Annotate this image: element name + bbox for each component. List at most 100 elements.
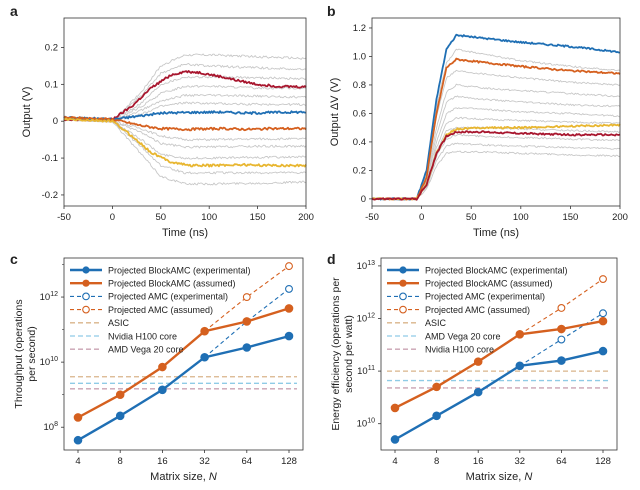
legend-entry: Nvidia H100 core [387, 345, 494, 355]
filled-marker [284, 331, 294, 341]
filled-marker [284, 304, 294, 313]
blue-trace [371, 33, 621, 201]
open-marker [242, 293, 251, 302]
panel-letter: a [10, 3, 18, 19]
x-tick-label: 50 [466, 212, 477, 223]
filled-marker [242, 317, 252, 326]
legend-label: ASIC [425, 318, 447, 328]
open-marker [557, 335, 566, 344]
y-tick-label: 1.2 [353, 23, 366, 34]
y-tick-label: 0.1 [45, 79, 58, 90]
filled-marker [390, 435, 400, 444]
y-tick-label: 0.6 [353, 108, 366, 119]
y-tick-label: 1012 [40, 291, 58, 303]
orange-solid-series [394, 319, 604, 409]
legend-entry: Projected BlockAMC (experimental) [70, 265, 251, 275]
legend-label: Projected AMC (assumed) [425, 305, 530, 315]
legend-entry: Projected AMC (experimental) [70, 292, 228, 302]
legend-entry: Projected BlockAMC (assumed) [387, 279, 553, 289]
filled-marker [515, 329, 525, 339]
y-axis-label: second per watt) [343, 315, 355, 393]
legend-marker [82, 266, 90, 274]
filled-marker [598, 346, 608, 356]
legend-entry: Projected AMC (assumed) [70, 305, 213, 315]
red-trace [371, 130, 621, 201]
x-tick-label: 0 [110, 212, 115, 223]
legend-entry: ASIC [387, 318, 447, 328]
gray-trace [371, 133, 621, 201]
plot-frame [380, 257, 618, 451]
filled-marker [158, 385, 167, 395]
x-tick-label: 4 [75, 456, 80, 467]
legend-label: Projected BlockAMC (assumed) [108, 279, 236, 289]
plot-frame [63, 17, 307, 207]
y-tick-label: -0.1 [42, 153, 58, 164]
x-tick-label: 0 [419, 212, 424, 223]
legend-marker [399, 266, 407, 274]
plot-frame [371, 17, 621, 207]
x-tick-label: 64 [556, 456, 567, 467]
legend-marker [399, 305, 407, 314]
legend-label: Projected BlockAMC (experimental) [425, 265, 568, 275]
panel-letter: c [10, 251, 18, 267]
filled-marker [515, 361, 525, 371]
panel-b: b -50 0 50 100 150 200 0 0.2 0.4 0.6 0.8 1.0 1.2 Time … [327, 3, 628, 239]
legend-entry: AMD Vega 20 core [70, 345, 184, 355]
panel-letter: d [327, 251, 336, 267]
gray-trace [371, 48, 621, 201]
legend-marker [82, 292, 90, 301]
y-tick-label: 108 [44, 421, 59, 433]
legend-label: AMD Vega 20 core [425, 331, 501, 341]
yellow-trace [63, 117, 307, 168]
legend-label: Nvidia H100 core [108, 331, 177, 341]
filled-marker [432, 411, 441, 421]
legend-entry: Nvidia H100 core [70, 331, 177, 341]
y-tick-label: 0.2 [353, 165, 366, 176]
x-tick-label: -50 [57, 212, 71, 223]
legend-label: AMD Vega 20 core [108, 345, 184, 355]
x-tick-label: 150 [250, 212, 266, 223]
legend-entry: Projected BlockAMC (experimental) [387, 265, 568, 275]
x-tick-label: 16 [157, 456, 168, 467]
filled-marker [200, 326, 209, 336]
x-tick-label: 128 [281, 456, 297, 467]
open-marker [599, 309, 607, 318]
legend-marker [82, 305, 90, 314]
y-tick-label: 1.0 [353, 51, 366, 62]
legend-entry: Projected AMC (assumed) [387, 305, 530, 315]
filled-marker [557, 356, 566, 365]
filled-marker [158, 362, 167, 372]
plot-frame [63, 257, 304, 451]
gray-trace [371, 116, 621, 201]
filled-marker [598, 316, 608, 326]
filled-marker [73, 413, 83, 422]
panel-c: c 4 8 16 32 64 128 108 1010 1012 Matrix size, N Thr… [10, 251, 304, 483]
x-tick-label: 32 [199, 456, 210, 467]
gray-trace [371, 150, 621, 201]
open-marker [599, 275, 607, 283]
legend-label: Projected BlockAMC (experimental) [108, 265, 251, 275]
legend-entry: ASIC [70, 318, 130, 328]
open-marker [285, 284, 293, 293]
blue-solid-series [394, 349, 604, 441]
legend-label: Projected AMC (experimental) [108, 292, 228, 302]
x-tick-label: 4 [392, 456, 397, 467]
legend-label: Projected BlockAMC (assumed) [425, 279, 553, 289]
blue-solid-series [77, 334, 290, 442]
x-tick-label: 200 [298, 212, 314, 223]
x-axis-label: Matrix size, N [150, 471, 217, 483]
legend-marker [399, 292, 407, 301]
filled-marker [473, 357, 483, 366]
y-axis-label: per second) [26, 326, 38, 381]
x-tick-label: 50 [156, 212, 167, 223]
gray-trace [371, 107, 621, 201]
legend-marker [399, 279, 407, 287]
y-tick-label: 1010 [357, 418, 375, 430]
open-marker [557, 304, 566, 312]
filled-marker [432, 382, 441, 392]
panel-letter: b [327, 3, 336, 19]
y-tick-label: 1011 [357, 365, 375, 377]
x-tick-label: 150 [562, 212, 578, 223]
filled-marker [115, 390, 125, 399]
y-axis-label: Throughput (operations [13, 299, 25, 408]
